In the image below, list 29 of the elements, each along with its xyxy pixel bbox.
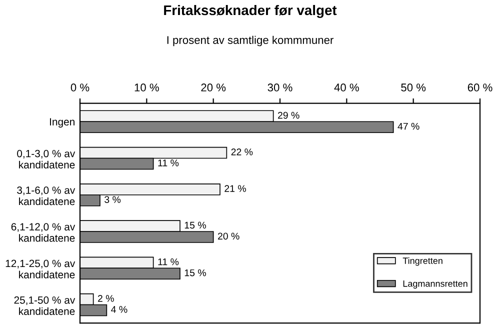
x-tick-label: 60 % xyxy=(468,84,492,92)
chart-subtitle: I prosent av samtlige kommmuner xyxy=(167,36,334,46)
y-tick-label: Ingen xyxy=(50,118,74,128)
y-tick-label: 0,1-3,0 % av kandidatene xyxy=(17,150,76,168)
data-label: 20 % xyxy=(218,232,240,240)
data-label: 11 % xyxy=(158,160,179,166)
data-label: 11 % xyxy=(158,258,179,266)
data-label: 15 % xyxy=(184,222,206,229)
y-tick-label: 12,1-25,0 % av kandidatene xyxy=(6,260,76,278)
data-label: 3 % xyxy=(104,196,121,203)
chart-title: Fritakssøknader før valget xyxy=(164,4,337,18)
data-label: 15 % xyxy=(184,269,206,276)
data-label: 29 % xyxy=(278,112,300,119)
data-label: 47 % xyxy=(398,122,420,130)
legend-label: Tingretten xyxy=(402,257,442,266)
x-tick-label: 20 % xyxy=(201,84,226,92)
y-tick-label: 25,1-50 % av kandidatene xyxy=(14,296,76,316)
data-label: 2 % xyxy=(98,295,114,302)
x-tick-label: 40 % xyxy=(334,84,359,92)
data-label: 21 % xyxy=(224,185,246,192)
data-label: 22 % xyxy=(231,148,253,156)
data-label: 4 % xyxy=(111,306,128,313)
x-tick-label: 0 % xyxy=(70,84,90,92)
y-tick-label: 6,1-12,0 % av kandidatene xyxy=(11,223,76,242)
x-tick-label: 50 % xyxy=(401,84,426,92)
y-tick-label: 3,1-6,0 % av kandidatene xyxy=(17,186,76,206)
legend-label: Lagmannsretten xyxy=(403,280,468,289)
x-tick-label: 10 % xyxy=(134,84,159,92)
x-tick-label: 30 % xyxy=(268,84,292,92)
